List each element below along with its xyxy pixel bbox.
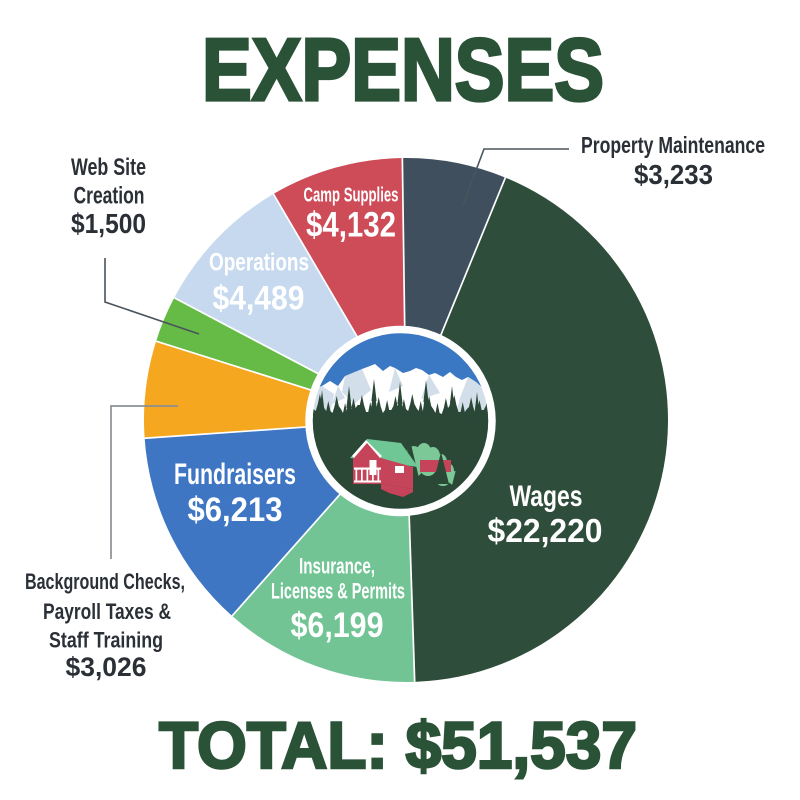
svg-text:Wages: Wages [510,480,583,513]
svg-text:$6,213: $6,213 [188,491,283,529]
svg-text:Licenses & Permits: Licenses & Permits [271,579,405,604]
svg-text:Web Site: Web Site [71,154,146,181]
svg-text:Insurance,: Insurance, [299,554,375,579]
svg-text:Payroll Taxes &: Payroll Taxes & [43,599,171,624]
svg-text:Background Checks,: Background Checks, [25,569,185,594]
svg-text:$3,233: $3,233 [634,159,713,190]
svg-text:Creation: Creation [74,183,145,210]
svg-text:$1,500: $1,500 [71,208,146,239]
svg-text:$4,489: $4,489 [213,280,305,318]
svg-text:Camp Supplies: Camp Supplies [304,185,399,207]
svg-text:$4,132: $4,132 [306,206,396,245]
svg-text:Staff Training: Staff Training [49,628,163,653]
svg-text:Operations: Operations [209,249,309,277]
svg-text:Fundraisers: Fundraisers [174,458,296,491]
svg-text:Property Maintenance: Property Maintenance [581,132,765,158]
svg-text:$3,026: $3,026 [66,652,147,682]
svg-text:EXPENSES: EXPENSES [202,20,604,119]
svg-text:$6,199: $6,199 [291,606,384,645]
svg-text:$22,220: $22,220 [488,512,603,549]
svg-text:TOTAL: $51,537: TOTAL: $51,537 [159,708,637,782]
